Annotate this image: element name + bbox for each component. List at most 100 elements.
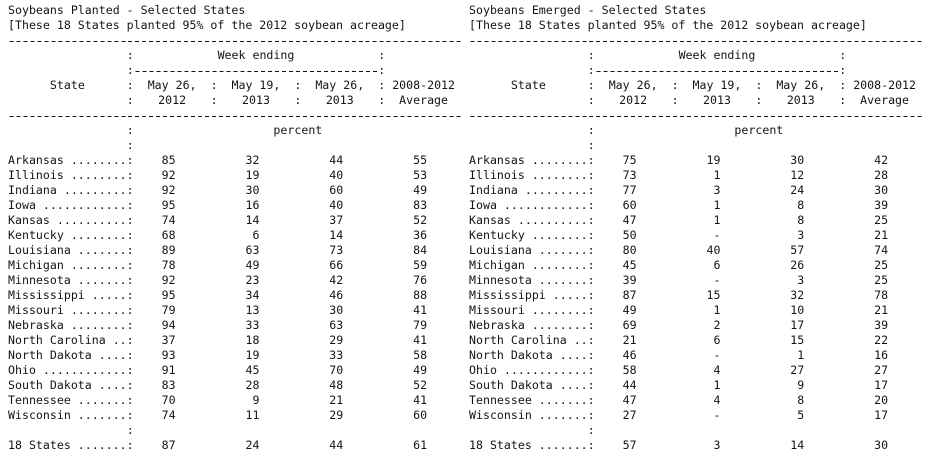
divider-line	[8, 33, 463, 48]
state-label: Mississippi .....:	[469, 288, 595, 302]
table-row: Ohio ............: 58 4 27 27	[469, 363, 923, 378]
value-cell: 74	[161, 213, 176, 227]
table-row: Michigan ........: 45 6 26 25	[469, 258, 923, 273]
table-row: Kansas ..........: 47 1 8 25	[469, 213, 923, 228]
table-row: Nebraska ........: 94 33 63 79	[8, 318, 462, 333]
column-header: May 26,	[147, 78, 197, 92]
table-row: Iowa ............: 60 1 8 39	[469, 198, 923, 213]
value-cell: 42	[874, 153, 889, 167]
value-cell: 11	[245, 408, 260, 422]
column-header-year: Average	[860, 93, 910, 107]
value-cell: 1	[713, 168, 721, 182]
unit-label: percent	[734, 123, 784, 137]
note-line: [These 18 States planted 95% of the 2012…	[469, 18, 923, 33]
state-label: Ohio ............:	[469, 363, 595, 377]
value-cell: 58	[413, 348, 428, 362]
value-cell: 95	[161, 198, 176, 212]
soybeans-planted-table: Soybeans Planted - Selected States [These…	[8, 3, 463, 455]
value-cell: 45	[245, 363, 260, 377]
value-cell: 27	[790, 363, 805, 377]
table-row: Iowa ............: 95 16 40 83	[8, 198, 462, 213]
state-label: Indiana .........:	[8, 183, 134, 197]
value-cell: 92	[161, 168, 176, 182]
value-cell: 9	[252, 393, 260, 407]
unit-line: : percent	[8, 123, 462, 138]
table-row: Arkansas ........: 85 32 44 55	[8, 153, 462, 168]
dashed-divider	[8, 41, 463, 42]
value-cell: 83	[413, 198, 428, 212]
column-header-year: 2013	[325, 93, 354, 107]
state-label: Iowa ............:	[8, 198, 134, 212]
value-cell: 33	[245, 318, 260, 332]
value-cell: 17	[790, 318, 805, 332]
value-cell: 73	[329, 243, 344, 257]
state-label: Indiana .........:	[469, 183, 595, 197]
value-cell: 4	[713, 393, 721, 407]
column-separator: :	[126, 78, 134, 92]
value-cell: 28	[874, 168, 889, 182]
state-label: 18 States .......:	[8, 438, 134, 452]
value-cell: 39	[874, 318, 889, 332]
value-cell: 30	[245, 183, 260, 197]
value-cell: 25	[874, 258, 889, 272]
value-cell: 8	[797, 213, 805, 227]
column-header: May 26,	[608, 78, 658, 92]
column-separator: :	[839, 78, 847, 92]
table-row: Missouri ........: 79 13 30 41	[8, 303, 462, 318]
value-cell: 37	[161, 333, 176, 347]
column-header: May 19,	[692, 78, 742, 92]
state-label: Kansas ..........:	[469, 213, 595, 227]
value-cell: 21	[874, 303, 889, 317]
value-cell: 60	[329, 183, 344, 197]
value-cell: 45	[622, 258, 637, 272]
value-cell: 33	[329, 348, 344, 362]
column-separator: :	[587, 93, 595, 107]
value-cell: 73	[622, 168, 637, 182]
table-row: Minnesota .......: 92 23 42 76	[8, 273, 462, 288]
column-header-year: 2012	[158, 93, 187, 107]
value-cell: 39	[622, 273, 637, 287]
table-row: Missouri ........: 49 1 10 21	[469, 303, 923, 318]
value-cell: 46	[329, 288, 344, 302]
value-cell: 41	[413, 393, 428, 407]
value-cell: 79	[413, 318, 428, 332]
state-label: Louisiana .......:	[8, 243, 134, 257]
column-separator: :	[378, 78, 386, 92]
column-separator: :	[587, 48, 595, 62]
table-row: Tennessee .......: 47 4 8 20	[469, 393, 923, 408]
value-cell: -	[713, 348, 721, 362]
state-label: Ohio ............:	[8, 363, 134, 377]
value-cell: 27	[874, 363, 889, 377]
value-cell: 30	[790, 153, 805, 167]
value-cell: 69	[622, 318, 637, 332]
value-cell: 13	[245, 303, 260, 317]
value-cell: 30	[874, 438, 889, 452]
spacer-line: :	[8, 423, 462, 438]
value-cell: 57	[622, 438, 637, 452]
value-cell: 12	[790, 168, 805, 182]
table-row: South Dakota ....: 44 1 9 17	[469, 378, 923, 393]
value-cell: 4	[713, 363, 721, 377]
column-separator: :	[671, 78, 679, 92]
value-cell: 5	[797, 408, 805, 422]
value-cell: 63	[329, 318, 344, 332]
value-cell: 2	[713, 318, 721, 332]
column-separator: :	[587, 423, 595, 437]
table-row: Ohio ............: 91 45 70 49	[8, 363, 462, 378]
value-cell: 27	[622, 408, 637, 422]
header-line: State:::: May 26, May 19, May 26, 2008-2012	[469, 78, 923, 93]
value-cell: 48	[329, 378, 344, 392]
value-cell: 6	[252, 228, 260, 242]
table-row: Tennessee .......: 70 9 21 41	[8, 393, 462, 408]
value-cell: 41	[413, 303, 428, 317]
unit-line: : percent	[469, 123, 923, 138]
value-cell: 70	[161, 393, 176, 407]
value-cell: 53	[413, 168, 428, 182]
state-label: South Dakota ....:	[469, 378, 595, 392]
value-cell: 94	[161, 318, 176, 332]
value-cell: 46	[622, 348, 637, 362]
value-cell: 40	[329, 198, 344, 212]
state-label: Missouri ........:	[8, 303, 134, 317]
table-row: Louisiana .......: 89 63 73 84	[8, 243, 462, 258]
table-row: Illinois ........: 92 19 40 53	[8, 168, 462, 183]
